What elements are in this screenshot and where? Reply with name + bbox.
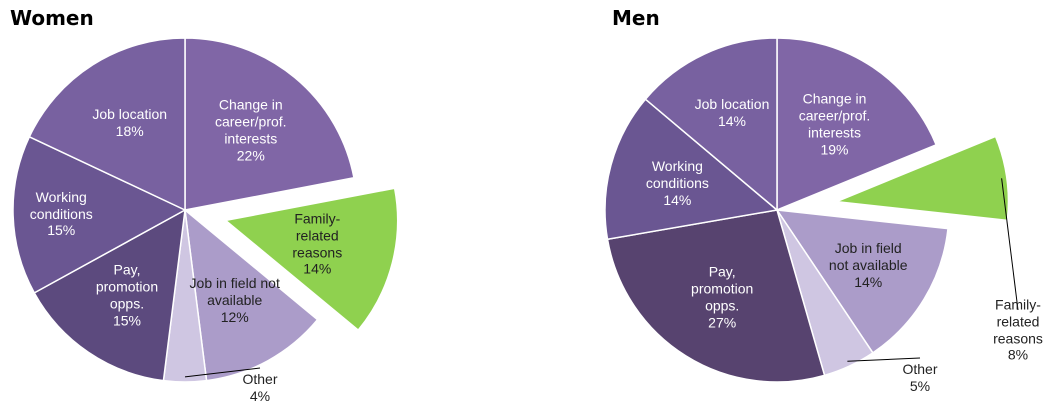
pie-slice (28, 37, 186, 212)
value-label: 27% (708, 314, 737, 331)
value-label: 15% (47, 222, 76, 239)
slice-label: Job in field not available 14% (828, 240, 908, 290)
pie-slice (33, 208, 186, 382)
slice-label: Pay, promotion opps. 27% (682, 264, 762, 331)
category-label: Other (902, 361, 938, 378)
slice-label: Other 4% (230, 371, 290, 405)
slice-label: Job location 14% (687, 97, 777, 131)
slice-label: Pay, promotion opps. 15% (87, 262, 167, 329)
category-label: Change in career/prof. interests (214, 96, 287, 147)
category-label: Family-related reasons (993, 296, 1043, 346)
category-label: Job location (694, 96, 770, 113)
chart-title: Men (612, 6, 660, 30)
slice-label: Working conditions 15% (16, 189, 106, 239)
value-label: 14% (303, 260, 332, 277)
category-label: Family-related reasons (292, 210, 343, 260)
pie-slice (775, 209, 949, 354)
slice-label: Working conditions 14% (632, 158, 722, 208)
pie-slice (644, 37, 778, 212)
slice-label: Other 5% (890, 361, 950, 395)
leader-line (847, 357, 921, 362)
slice-label: Family-related reasons 14% (277, 210, 357, 277)
slice-label: Job location 18% (85, 106, 175, 140)
category-label: Job in field not available (189, 275, 280, 309)
value-label: 19% (820, 141, 849, 158)
value-label: 22% (236, 147, 265, 164)
category-label: Other (242, 371, 278, 388)
pie-slice (12, 135, 187, 294)
value-label: 14% (854, 273, 883, 290)
category-label: Job location (92, 106, 168, 123)
pie-slice (184, 37, 355, 211)
pie-slice (184, 208, 319, 382)
category-label: Pay, promotion opps. (691, 263, 754, 314)
leader-line (184, 367, 261, 378)
pie-slice (606, 209, 826, 383)
category-label: Working conditions (645, 157, 709, 191)
value-label: 4% (249, 388, 271, 404)
value-label: 15% (112, 312, 141, 329)
value-label: 14% (717, 113, 747, 130)
pie-slice (223, 187, 399, 332)
value-label: 5% (909, 378, 931, 394)
value-label: 12% (220, 308, 249, 325)
slice-label: Job in field not available 12% (187, 275, 282, 325)
pie-slice (776, 37, 938, 212)
category-label: Pay, promotion opps. (95, 261, 159, 312)
category-label: Job in field not available (828, 240, 908, 273)
value-label: 18% (115, 122, 144, 139)
value-label: 8% (1007, 346, 1029, 363)
chart-title: Women (10, 6, 94, 30)
leader-line (1001, 178, 1019, 311)
pie-slice (604, 98, 779, 241)
slice-label: Family-related reasons 8% (983, 296, 1047, 363)
pie-slice (836, 135, 1010, 222)
slice-label: Change in career/prof. interests 22% (203, 97, 298, 164)
category-label: Working conditions (29, 188, 93, 222)
value-label: 14% (663, 191, 692, 208)
slice-label: Change in career/prof. interests 19% (787, 91, 882, 158)
category-label: Change in career/prof. interests (798, 90, 871, 141)
